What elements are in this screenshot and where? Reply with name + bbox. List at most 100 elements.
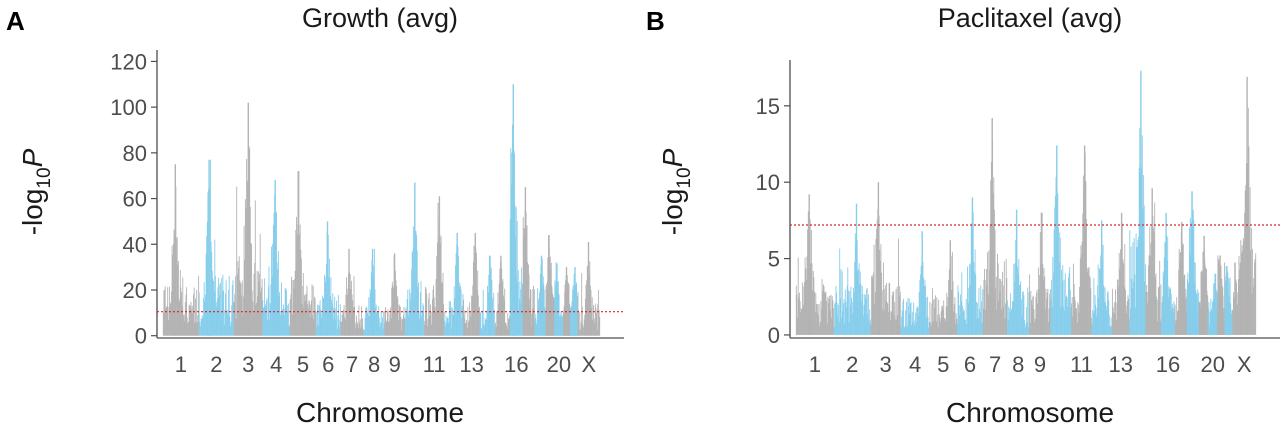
chromosome-16-points bbox=[1161, 212, 1176, 335]
chromosome-16-points bbox=[509, 84, 524, 336]
x-tick-label: 5 bbox=[937, 352, 949, 377]
chromosome-6-points bbox=[315, 221, 341, 336]
panel-b: B Paclitaxel (avg) 0 5 10 15 1 2 3 4 5 6 7 8 9 11 13 16… bbox=[640, 0, 1280, 429]
x-tick-label: 9 bbox=[1034, 352, 1046, 377]
y-axis-label-sub: 10 bbox=[674, 167, 695, 188]
chromosome-3-points bbox=[870, 182, 901, 335]
panel-letter: B bbox=[646, 6, 665, 36]
x-tick-label: 4 bbox=[909, 352, 921, 377]
chromosome-20-points bbox=[554, 262, 564, 336]
y-axis-label-italic: P bbox=[17, 148, 48, 167]
y-axis-label: -log10P bbox=[17, 148, 55, 235]
x-tick-label: 5 bbox=[297, 352, 309, 377]
chromosome-18-points bbox=[1186, 191, 1200, 335]
chart-title: Paclitaxel (avg) bbox=[938, 3, 1123, 33]
y-axis-label-main: -log bbox=[657, 189, 688, 236]
x-tick-label: 1 bbox=[175, 352, 187, 377]
y-tick-label: 120 bbox=[110, 49, 147, 74]
chromosome-22-points bbox=[1224, 266, 1233, 335]
chromosome-15-points bbox=[1145, 188, 1162, 335]
chromosome-7-points bbox=[340, 248, 364, 336]
x-tick-label: 7 bbox=[989, 352, 1001, 377]
chromosome-X-points bbox=[1232, 76, 1257, 335]
chromosome-1-points bbox=[162, 164, 200, 336]
panel-letter: A bbox=[6, 6, 25, 36]
panel-a: A Growth (avg) 0 20 40 60 80 100 120 1 2 3 4 5 6 7 8 9 1… bbox=[6, 3, 624, 428]
x-tick-label: 3 bbox=[242, 352, 254, 377]
x-tick-label: 3 bbox=[879, 352, 891, 377]
chromosome-4-points bbox=[262, 180, 291, 336]
chromosome-15-points bbox=[495, 255, 511, 336]
y-tick-label: 0 bbox=[135, 324, 147, 349]
chromosome-8-points bbox=[363, 248, 385, 336]
y-tick-label: 15 bbox=[756, 94, 780, 119]
chart-title: Growth (avg) bbox=[302, 3, 458, 33]
x-tick-label: X bbox=[581, 352, 596, 377]
x-tick-label: 2 bbox=[846, 352, 858, 377]
x-tick-label: 7 bbox=[346, 352, 358, 377]
x-tick-label: 13 bbox=[1109, 352, 1133, 377]
chromosome-14-points bbox=[1129, 70, 1146, 335]
x-tick-label: 4 bbox=[270, 352, 282, 377]
chromosome-13-points bbox=[1111, 212, 1130, 335]
chromosome-17-points bbox=[522, 187, 535, 336]
x-tick-label: 1 bbox=[809, 352, 821, 377]
chromosome-4-points bbox=[900, 231, 930, 335]
chromosome-2-points bbox=[833, 203, 871, 335]
x-tick-label: 6 bbox=[964, 352, 976, 377]
chromosome-X-points bbox=[577, 242, 601, 336]
x-tick-label: 11 bbox=[423, 352, 446, 377]
chromosome-13-points bbox=[463, 232, 480, 336]
x-axis-label: Chromosome bbox=[296, 397, 464, 428]
y-tick-label: 80 bbox=[123, 141, 147, 166]
x-tick-label: 16 bbox=[1156, 352, 1180, 377]
y-tick-label: 10 bbox=[756, 170, 780, 195]
y-axis-label-italic: P bbox=[657, 148, 688, 167]
chromosome-11-points bbox=[1071, 145, 1092, 335]
plot-area: 0 20 40 60 80 100 120 1 2 3 4 5 6 7 8 9 11 13 16 20 X bbox=[110, 49, 624, 377]
y-tick-label: 40 bbox=[123, 232, 147, 257]
x-tick-label: 13 bbox=[459, 352, 483, 377]
x-tick-label: 9 bbox=[389, 352, 401, 377]
chromosome-19-points bbox=[1198, 235, 1209, 335]
chromosome-6-points bbox=[956, 197, 984, 335]
x-tick-label: 11 bbox=[1070, 352, 1093, 377]
chromosome-10-points bbox=[404, 182, 425, 336]
data-points bbox=[162, 84, 601, 336]
chromosome-3-points bbox=[233, 102, 263, 336]
chromosome-2-points bbox=[198, 159, 235, 336]
y-tick-label: 100 bbox=[110, 95, 147, 120]
y-tick-label: 20 bbox=[123, 278, 147, 303]
x-tick-label: 16 bbox=[504, 352, 528, 377]
y-axis-label-main: -log bbox=[17, 189, 48, 236]
x-tick-label: 2 bbox=[210, 352, 222, 377]
chromosome-17-points bbox=[1174, 221, 1188, 335]
x-tick-label: 20 bbox=[547, 352, 571, 377]
chromosome-1-points bbox=[795, 194, 834, 335]
x-tick-label: 6 bbox=[322, 352, 334, 377]
chromosome-12-points bbox=[443, 232, 464, 336]
chromosome-10-points bbox=[1050, 145, 1072, 335]
y-axis-label-sub: 10 bbox=[34, 167, 55, 188]
x-tick-label: 20 bbox=[1200, 352, 1224, 377]
chromosome-7-points bbox=[982, 118, 1008, 335]
chromosome-8-points bbox=[1006, 209, 1030, 335]
chromosome-18-points bbox=[534, 255, 547, 336]
y-tick-label: 5 bbox=[768, 247, 780, 272]
chromosome-21-points bbox=[563, 267, 571, 336]
chromosome-5-points bbox=[929, 240, 958, 335]
y-tick-label: 60 bbox=[123, 187, 147, 212]
chromosome-5-points bbox=[289, 171, 317, 336]
chromosome-9-points bbox=[384, 253, 406, 336]
chromosome-9-points bbox=[1029, 212, 1051, 335]
chromosome-21-points bbox=[1217, 255, 1226, 335]
chromosome-14-points bbox=[479, 255, 496, 336]
chromosome-11-points bbox=[424, 196, 445, 336]
x-tick-label: 8 bbox=[1012, 352, 1024, 377]
chromosome-22-points bbox=[570, 267, 578, 336]
x-tick-label: 8 bbox=[368, 352, 380, 377]
y-tick-label: 0 bbox=[768, 323, 780, 348]
